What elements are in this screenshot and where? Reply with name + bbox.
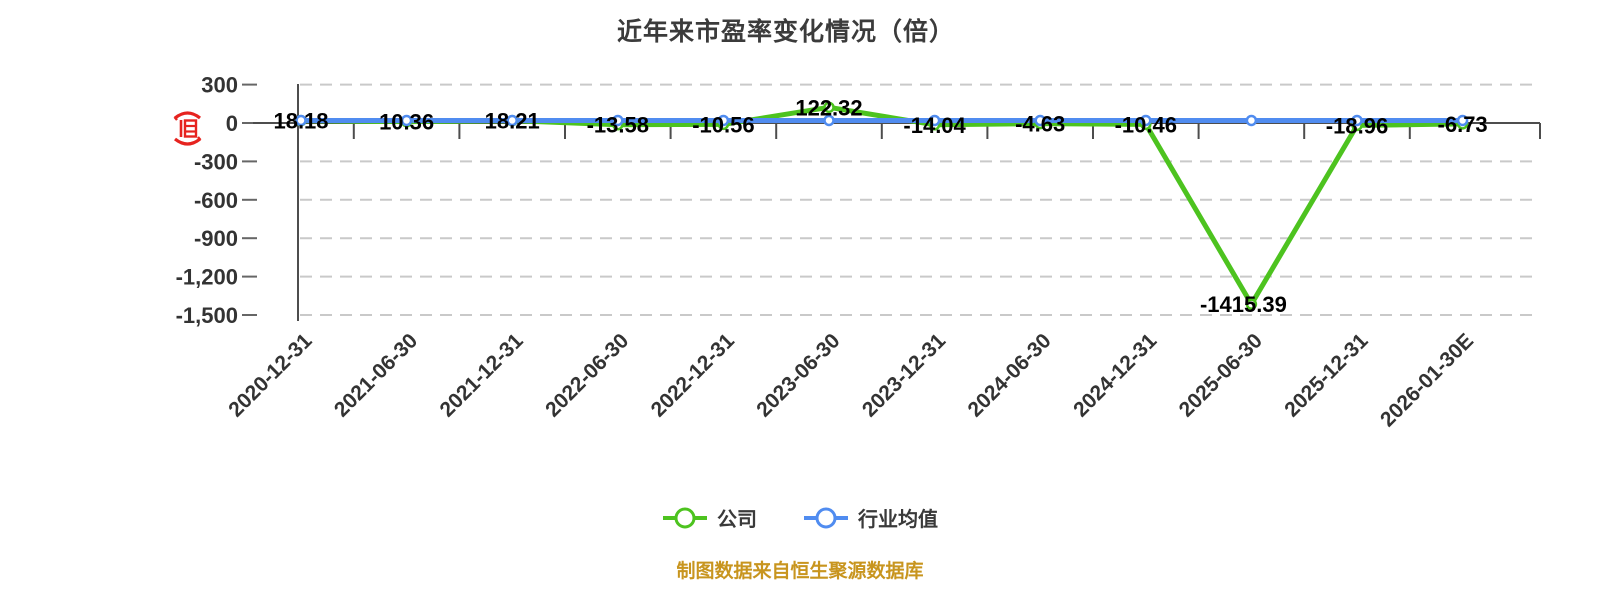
y-axis-label: -1,500 [176, 303, 238, 328]
industry-avg-point[interactable] [928, 114, 941, 127]
value-label: 18.18 [273, 109, 328, 134]
industry-avg-point[interactable] [295, 114, 307, 127]
x-axis-label: 2022-12-31 [647, 329, 739, 421]
value-label: -10.56 [692, 112, 754, 137]
value-label: -14.04 [903, 113, 966, 138]
x-axis-label: 2026-01-30E [1376, 329, 1478, 431]
x-axis-label: 2021-12-31 [436, 329, 528, 421]
y-axis-label: 300 [201, 73, 238, 98]
industry-series-marker-icon [804, 507, 848, 528]
value-label: 122.32 [795, 95, 862, 120]
legend-item-company[interactable]: 公司 [662, 503, 757, 532]
y-axis-label: -300 [194, 149, 238, 174]
company-series-marker-icon [663, 507, 707, 528]
industry-avg-point[interactable] [717, 114, 730, 127]
x-axis-label: 2024-06-30 [964, 329, 1056, 421]
x-axis-label: 2022-06-30 [541, 329, 633, 421]
industry-avg-point[interactable] [1140, 114, 1152, 127]
industry-avg-point[interactable] [506, 114, 518, 127]
legend-item-industry-average[interactable]: 行业均值 [803, 503, 938, 532]
legend-label-company: 公司 [717, 509, 757, 531]
industry-avg-point[interactable] [612, 114, 624, 127]
y-axis-label: -900 [194, 226, 238, 251]
x-axis-label: 2025-12-31 [1280, 329, 1372, 421]
industry-avg-point[interactable] [400, 114, 413, 127]
value-label: -4.63 [1015, 112, 1065, 137]
x-axis-label: 2023-12-31 [858, 329, 950, 421]
industry-avg-point[interactable] [1034, 114, 1046, 127]
industry-avg-point[interactable] [823, 114, 835, 127]
x-axis-label: 2024-12-31 [1069, 329, 1161, 421]
industry-avg-point[interactable] [1456, 114, 1469, 127]
red-seal-icon [173, 111, 202, 146]
x-axis-label: 2025-06-30 [1175, 329, 1267, 421]
y-axis-label: -1,200 [176, 265, 238, 290]
x-axis-label: 2020-12-31 [224, 329, 316, 421]
chart-title: 近年来市盈率变化情况（倍） [616, 18, 955, 46]
industry-avg-point[interactable] [1245, 114, 1258, 127]
value-label: -6.73 [1438, 112, 1488, 137]
company-point[interactable] [1245, 298, 1258, 310]
value-label: 10.36 [379, 110, 434, 135]
value-label: -1415.39 [1200, 292, 1287, 317]
company-point[interactable] [823, 101, 835, 114]
legend-label-industry-average: 行业均值 [858, 509, 938, 531]
data-source-note: 制图数据来自恒生聚源数据库 [676, 561, 924, 582]
y-axis-label: 0 [226, 111, 238, 136]
y-axis-label: -600 [194, 188, 238, 213]
value-label: -10.46 [1115, 112, 1177, 137]
x-axis-label: 2021-06-30 [330, 329, 422, 421]
value-label: -13.58 [587, 113, 649, 138]
value-label: 18.21 [485, 109, 540, 134]
x-axis-label: 2023-06-30 [752, 329, 844, 421]
legend: 公司 行业均值 [0, 503, 1600, 532]
value-label: -18.96 [1326, 113, 1388, 138]
industry-avg-point[interactable] [1351, 114, 1363, 127]
